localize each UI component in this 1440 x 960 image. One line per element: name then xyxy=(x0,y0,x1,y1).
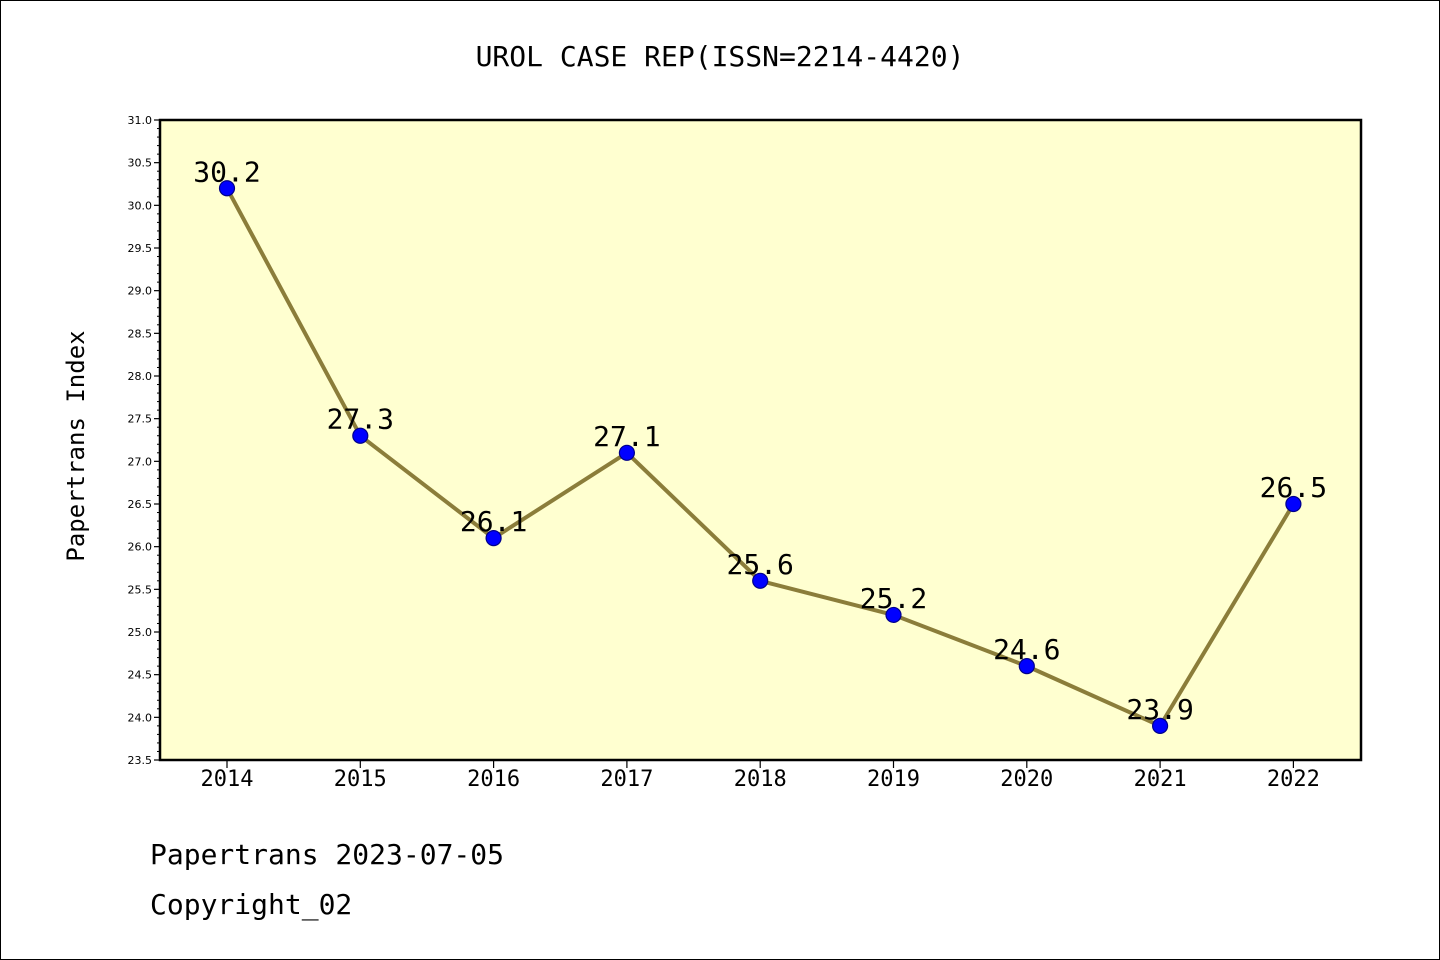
y-tick-label: 25.5 xyxy=(128,583,153,596)
y-axis-ticks: 23.5 24.0 24.5 25.0 25.5 26.0 26.5 27.0 27.5 28.0… xyxy=(128,114,160,767)
x-tick-label: 2021 xyxy=(1134,767,1187,792)
y-tick-label: 24.5 xyxy=(128,669,153,682)
y-tick-label: 29.5 xyxy=(128,242,153,255)
footer-copyright: Copyright_02 xyxy=(150,888,352,922)
y-tick-label: 26.0 xyxy=(128,541,153,554)
data-point xyxy=(352,427,369,444)
data-label: 25.6 xyxy=(726,548,793,581)
data-point xyxy=(218,180,236,197)
y-axis-label: Papertrans Index xyxy=(62,330,90,561)
y-tick-label: 30.0 xyxy=(128,199,153,212)
x-tick-label: 2020 xyxy=(1000,767,1053,792)
data-point xyxy=(885,606,902,624)
series-markers xyxy=(218,180,1302,734)
footer-date: Papertrans 2023-07-05 xyxy=(150,838,504,871)
y-tick-label: 24.0 xyxy=(128,711,153,724)
y-tick-label: 25.0 xyxy=(128,626,153,639)
y-tick-label: 27.5 xyxy=(128,413,153,426)
chart-title: UROL CASE REP(ISSN=2214-4420) xyxy=(476,40,965,73)
x-axis-ticks: 2014 2015 2016 2017 2018 2019 2020 2021 2022 xyxy=(201,760,1320,792)
y-tick-label: 28.5 xyxy=(128,327,153,340)
data-label: 25.2 xyxy=(860,582,927,615)
data-label: 26.5 xyxy=(1260,471,1327,504)
plot-border xyxy=(158,118,1363,762)
data-point xyxy=(618,444,636,461)
x-tick-label: 2015 xyxy=(334,767,387,792)
x-tick-label: 2022 xyxy=(1267,767,1320,792)
data-label: 27.1 xyxy=(593,420,660,453)
y-tick-label: 23.5 xyxy=(128,754,153,767)
data-label: 24.6 xyxy=(993,633,1060,666)
plot-area xyxy=(160,120,1361,760)
x-tick-label: 2018 xyxy=(734,767,787,792)
x-tick-label: 2017 xyxy=(600,767,653,792)
y-tick-label: 31.0 xyxy=(128,114,153,127)
data-label: 23.9 xyxy=(1126,693,1193,726)
data-point xyxy=(752,572,769,589)
y-tick-label: 28.0 xyxy=(128,370,153,383)
x-tick-label: 2014 xyxy=(201,767,254,792)
y-tick-label: 30.5 xyxy=(128,157,153,170)
data-labels: 30.2 27.3 26.1 27.1 25.6 25.2 24.6 23.9 26.5 xyxy=(193,155,1327,726)
x-tick-label: 2016 xyxy=(467,767,520,792)
y-tick-label: 29.0 xyxy=(128,285,153,298)
data-point xyxy=(485,530,502,547)
data-label: 27.3 xyxy=(327,403,394,436)
y-tick-label: 26.5 xyxy=(128,498,153,511)
data-label: 30.2 xyxy=(193,155,260,188)
data-label: 26.1 xyxy=(460,505,527,538)
y-tick-label: 27.0 xyxy=(128,455,153,468)
data-point xyxy=(1151,717,1169,734)
x-tick-label: 2019 xyxy=(867,767,920,792)
data-point xyxy=(1018,658,1035,675)
data-point xyxy=(1285,495,1302,513)
